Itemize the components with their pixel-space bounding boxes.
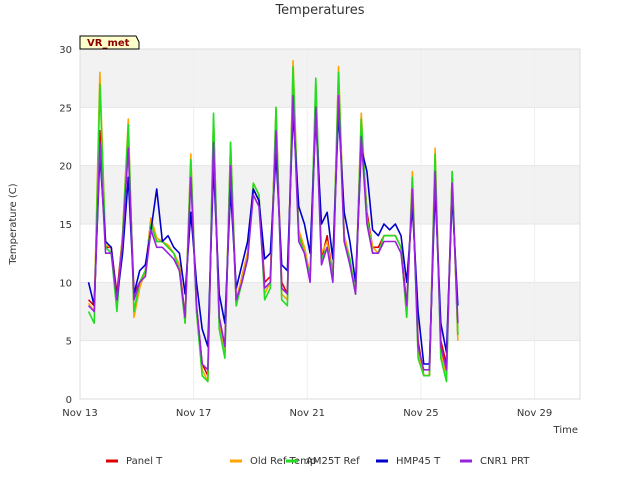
background-band [80,282,580,341]
x-axis-ticks: Nov 13 Nov 17 Nov 21 Nov 25 Nov 29 [62,408,552,419]
y-tick-label: 30 [59,45,72,56]
y-tick-label: 25 [59,103,72,114]
series-lines [87,59,459,383]
plot-frame [79,48,581,400]
x-axis-label: Time [553,425,578,436]
badge: VR_met [79,35,140,50]
legend-label: CNR1 PRT [480,456,530,467]
background-band [80,165,580,224]
background-bands [80,49,580,341]
x-tick-label: Nov 29 [517,408,552,419]
series-line-cnr1-prt [87,94,459,371]
legend-label: Old Ref Temp [250,456,316,467]
y-tick-label: 0 [66,395,72,406]
background-band [80,49,580,108]
badge-text: VR_met [87,38,130,49]
legend-label: Panel T [126,456,163,467]
chart-title: Temperatures [274,3,364,18]
y-tick-label: 5 [66,337,72,348]
x-tick-label: Nov 17 [176,408,211,419]
y-axis-label: Temperature (C) [8,183,19,265]
legend-label: AM25T Ref [306,456,360,467]
x-tick-label: Nov 25 [403,408,438,419]
y-tick-label: 20 [59,162,72,173]
y-tick-label: 10 [59,278,72,289]
y-tick-label: 15 [59,220,72,231]
y-axis-ticks: 0 5 10 15 20 25 30 [59,45,72,406]
x-tick-label: Nov 21 [290,408,325,419]
x-tick-label: Nov 13 [62,408,97,419]
legend-label: HMP45 T [396,456,441,467]
